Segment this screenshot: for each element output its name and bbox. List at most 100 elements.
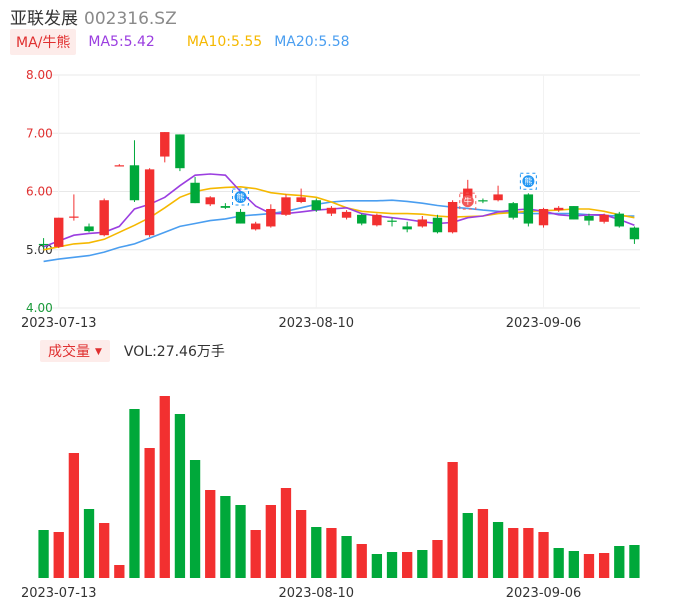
volume-bar	[356, 544, 367, 578]
volume-bar	[129, 409, 140, 578]
candle-body	[175, 134, 185, 169]
volume-bar	[371, 554, 383, 578]
candle-body	[250, 223, 261, 230]
candle-body	[478, 200, 488, 202]
candle-body	[357, 214, 367, 224]
volume-indicator-button[interactable]: 成交量 ▼	[40, 340, 110, 362]
x-tick-label: 2023-08-10	[278, 586, 354, 601]
x-tick-label: 2023-07-13	[21, 316, 97, 331]
ma10-label: MA10:5.55	[186, 34, 263, 50]
candle-body	[523, 194, 534, 224]
candle-body	[614, 213, 624, 227]
candle-body	[38, 243, 49, 246]
volume-bar	[159, 396, 170, 578]
volume-bar	[114, 565, 125, 578]
candle-body	[205, 197, 215, 205]
volume-bar	[432, 540, 443, 578]
volume-bar	[386, 552, 398, 578]
volume-bar	[189, 460, 201, 578]
candle-body	[538, 208, 549, 226]
volume-bar	[205, 490, 216, 578]
ma-indicator-button[interactable]: MA/牛熊	[10, 29, 77, 55]
ma10-line	[43, 185, 635, 251]
candle-body	[266, 208, 276, 227]
volume-bar	[326, 528, 337, 578]
ma5-label: MA5:5.42	[88, 34, 155, 50]
signal-marker-frame	[459, 192, 477, 210]
signal-marker-frame	[232, 188, 250, 206]
stock-name: 亚联发展	[10, 9, 78, 29]
signal-marker-label: 熊	[524, 176, 532, 186]
signal-marker-icon	[234, 190, 247, 203]
candle-body	[54, 217, 64, 247]
candle-body	[69, 216, 79, 218]
volume-bar	[311, 527, 322, 578]
ma-legend: MA/牛熊 MA5:5.42 MA10:5.55 MA20:5.58	[10, 29, 350, 55]
candle-body	[599, 214, 609, 222]
x-tick-label: 2023-09-06	[506, 316, 582, 331]
volume-bar	[568, 551, 579, 578]
candle-body	[447, 201, 458, 233]
volume-bar	[583, 554, 595, 578]
candle-body	[341, 211, 352, 218]
x-tick-label: 2023-08-10	[278, 316, 354, 331]
candle-body	[326, 207, 337, 214]
volume-bar	[598, 553, 610, 578]
volume-bar	[83, 509, 95, 578]
candle-body	[508, 203, 518, 218]
volume-bar	[68, 453, 80, 578]
volume-bar	[538, 532, 549, 578]
candle-body	[569, 206, 579, 220]
candle-body	[144, 169, 155, 236]
candle-body	[84, 226, 94, 232]
signal-marker-icon	[461, 195, 474, 208]
volume-bar	[341, 536, 352, 578]
volume-bar	[235, 505, 246, 578]
y-tick-label: 4.00	[26, 301, 53, 315]
signal-marker-label: 熊	[237, 192, 245, 202]
stock-header: 亚联发展 002316.SZ	[10, 4, 177, 29]
volume-bar	[492, 522, 504, 578]
stock-code: 002316.SZ	[84, 9, 177, 29]
candle-body	[372, 214, 382, 226]
volume-bar	[99, 523, 110, 578]
volume-bar	[144, 448, 155, 578]
candle-body	[296, 197, 306, 202]
ma5-line	[43, 173, 635, 248]
volume-bar	[402, 552, 413, 578]
volume-bar	[629, 545, 640, 578]
candle-body	[432, 217, 443, 233]
candle-body	[160, 132, 170, 157]
candle-body	[281, 197, 291, 215]
candle-body	[629, 227, 640, 240]
ma20-label: MA20:5.58	[274, 34, 350, 50]
signal-marker-icon	[522, 175, 535, 188]
volume-bar	[265, 505, 276, 578]
candle-body	[220, 206, 231, 208]
candle-body	[114, 165, 125, 167]
volume-bar	[250, 530, 261, 578]
volume-bar	[417, 550, 428, 578]
caret-down-icon: ▼	[95, 347, 102, 357]
candle-body	[553, 207, 564, 211]
candle-body	[311, 200, 321, 211]
candle-body	[417, 219, 428, 227]
x-tick-label: 2023-07-13	[21, 586, 97, 601]
candle-body	[387, 220, 397, 222]
x-tick-label: 2023-09-06	[506, 586, 582, 601]
candle-body	[235, 211, 246, 224]
candle-body	[99, 200, 109, 236]
ma20-line	[43, 199, 635, 263]
volume-legend: 成交量 ▼ VOL:27.46万手	[40, 340, 225, 362]
candle-body	[190, 182, 200, 204]
candle-body	[493, 194, 503, 201]
volume-bar	[220, 496, 231, 578]
volume-bar	[53, 532, 64, 578]
volume-bar	[447, 462, 458, 578]
candle-body	[584, 215, 594, 221]
volume-button-label: 成交量	[48, 344, 90, 360]
candle-body	[129, 165, 140, 201]
volume-bar	[477, 509, 489, 578]
volume-value: VOL:27.46万手	[123, 344, 225, 360]
